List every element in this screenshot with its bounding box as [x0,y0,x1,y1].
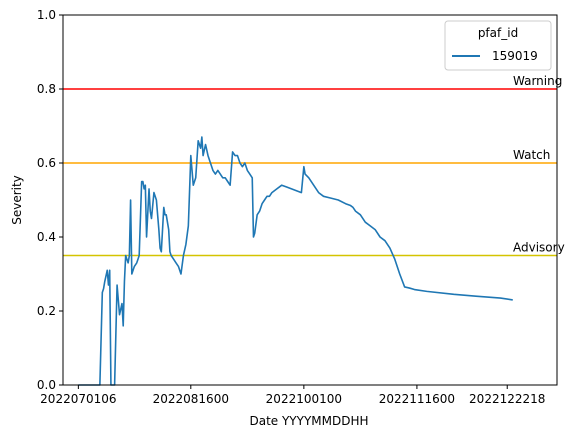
y-tick-label: 0.2 [37,304,56,318]
series-line-159019 [78,136,513,386]
threshold-label-warning: Warning [513,74,562,88]
plot-axes: Warning Watch Advisory 0.0 0.2 0.4 0.6 0.8 1.0 20… [37,8,565,406]
threshold-label-watch: Watch [513,148,550,162]
x-tick-label: 2022100100 [266,392,342,406]
x-axis-label: Date YYYYMMDDHH [249,414,368,428]
x-tick-label: 2022111600 [379,392,455,406]
y-axis-label: Severity [10,175,24,225]
legend-box [444,20,552,71]
legend: pfaf_id 159019 [444,20,552,71]
x-tick-label: 2022070106 [40,392,116,406]
x-tick-label: 2022122218 [469,392,545,406]
y-tick-label: 1.0 [37,8,56,22]
legend-title: pfaf_id [478,26,518,40]
x-tick-label: 2022081600 [153,392,229,406]
y-tick-label: 0.6 [37,156,56,170]
y-tick-label: 0.8 [37,82,56,96]
y-tick-label: 0.4 [37,230,56,244]
y-tick-label: 0.0 [37,378,56,392]
legend-label-159019: 159019 [492,49,538,63]
threshold-label-advisory: Advisory [513,241,565,255]
plot-frame [62,14,558,386]
